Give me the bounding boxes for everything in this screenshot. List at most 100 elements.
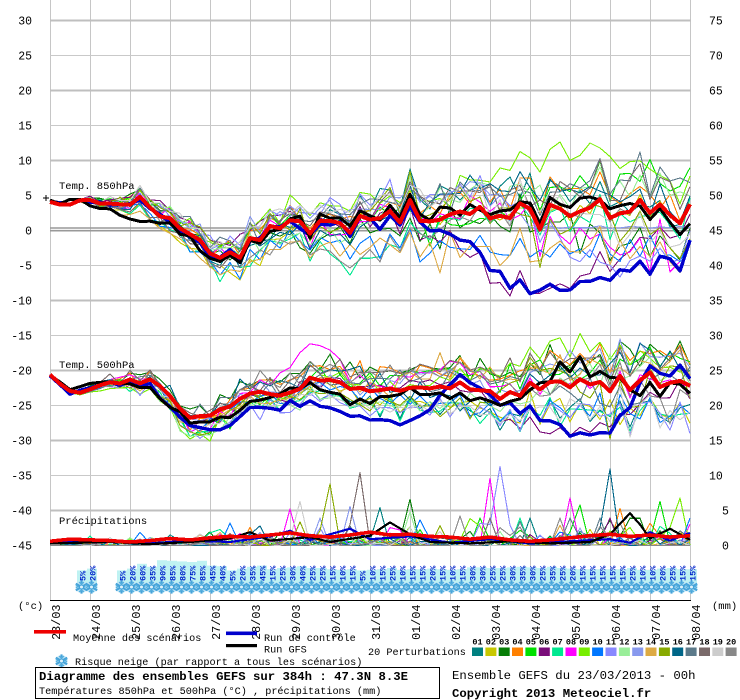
svg-text:35%: 35% (149, 565, 159, 581)
svg-text:20%: 20% (239, 565, 249, 581)
svg-text:25%: 25% (309, 565, 319, 581)
svg-text:15%: 15% (579, 565, 589, 581)
svg-text:20%: 20% (569, 565, 579, 581)
svg-text:15%: 15% (269, 565, 279, 581)
svg-text:25: 25 (709, 366, 723, 379)
svg-text:15%: 15% (439, 565, 449, 581)
svg-text:Diagramme des ensembles GEFS s: Diagramme des ensembles GEFS sur 384h : … (39, 670, 408, 684)
svg-text:80%: 80% (179, 565, 189, 581)
svg-text:15%: 15% (419, 565, 429, 581)
svg-text:25%: 25% (559, 565, 569, 581)
svg-text:07/04: 07/04 (650, 605, 664, 640)
svg-text:40%: 40% (219, 565, 229, 581)
svg-text:-5: -5 (18, 261, 32, 274)
svg-text:28/03: 28/03 (250, 605, 264, 640)
svg-text:5%: 5% (79, 570, 89, 581)
svg-text:40%: 40% (299, 565, 309, 581)
svg-text:25%: 25% (539, 565, 549, 581)
svg-text:0: 0 (722, 541, 729, 554)
svg-text:01/04: 01/04 (410, 605, 424, 640)
svg-text:-35: -35 (11, 471, 32, 484)
svg-text:02: 02 (486, 638, 496, 648)
svg-text:30%: 30% (469, 565, 479, 581)
svg-text:15%: 15% (349, 565, 359, 581)
svg-text:08/04: 08/04 (690, 605, 704, 640)
svg-text:10%: 10% (369, 565, 379, 581)
svg-text:25%: 25% (389, 565, 399, 581)
svg-text:10: 10 (18, 156, 32, 169)
svg-text:Run de contrôle: Run de contrôle (264, 633, 356, 645)
svg-text:02/04: 02/04 (450, 605, 464, 640)
svg-text:23/03: 23/03 (50, 605, 64, 640)
svg-text:-45: -45 (11, 541, 32, 554)
svg-text:15%: 15% (459, 565, 469, 581)
svg-text:10%: 10% (639, 565, 649, 581)
svg-text:5%: 5% (229, 570, 239, 581)
svg-text:20%: 20% (129, 565, 139, 581)
svg-text:(°c): (°c) (18, 601, 43, 613)
svg-text:Temp. 850hPa: Temp. 850hPa (59, 181, 135, 193)
svg-text:0: 0 (25, 226, 32, 239)
svg-text:27/03: 27/03 (210, 605, 224, 640)
svg-text:-15: -15 (11, 331, 32, 344)
svg-text:Run GFS: Run GFS (264, 646, 307, 657)
svg-text:Risque neige (par rapport a to: Risque neige (par rapport a tous les scé… (75, 657, 362, 669)
svg-text:10%: 10% (649, 565, 659, 581)
svg-text:30%: 30% (529, 565, 539, 581)
svg-text:30: 30 (18, 16, 32, 29)
svg-text:05: 05 (526, 638, 536, 648)
svg-text:5: 5 (25, 191, 32, 204)
svg-text:06: 06 (539, 638, 549, 648)
svg-text:5: 5 (722, 506, 729, 519)
svg-text:15%: 15% (679, 565, 689, 581)
svg-text:15%: 15% (409, 565, 419, 581)
svg-text:16: 16 (673, 638, 683, 648)
svg-text:30%: 30% (479, 565, 489, 581)
svg-text:25%: 25% (499, 565, 509, 581)
svg-text:20%: 20% (659, 565, 669, 581)
svg-text:25%: 25% (489, 565, 499, 581)
svg-text:15%: 15% (589, 565, 599, 581)
svg-text:-40: -40 (11, 506, 32, 519)
svg-text:15: 15 (709, 436, 723, 449)
svg-text:85%: 85% (169, 565, 179, 581)
svg-text:(mm): (mm) (712, 601, 737, 613)
svg-text:45%: 45% (259, 565, 269, 581)
svg-text:20%: 20% (89, 565, 99, 581)
svg-text:08: 08 (566, 638, 576, 648)
svg-text:25%: 25% (319, 565, 329, 581)
svg-text:13: 13 (633, 638, 643, 648)
svg-text:31/03: 31/03 (370, 605, 384, 640)
svg-text:90%: 90% (159, 565, 169, 581)
svg-text:15%: 15% (609, 565, 619, 581)
svg-text:-20: -20 (11, 366, 32, 379)
svg-text:11: 11 (606, 638, 616, 648)
svg-text:45: 45 (709, 226, 723, 239)
svg-text:25/03: 25/03 (130, 605, 144, 640)
svg-text:-10: -10 (11, 296, 32, 309)
svg-text:-25: -25 (11, 401, 32, 414)
svg-text:03/04: 03/04 (490, 605, 504, 640)
svg-text:15: 15 (659, 638, 669, 648)
svg-text:35: 35 (709, 296, 723, 309)
svg-text:04/04: 04/04 (530, 605, 544, 640)
svg-text:20: 20 (18, 86, 32, 99)
svg-text:25%: 25% (669, 565, 679, 581)
svg-text:5%: 5% (359, 570, 369, 581)
svg-text:07: 07 (552, 638, 562, 648)
svg-text:25%: 25% (629, 565, 639, 581)
svg-text:15%: 15% (599, 565, 609, 581)
svg-text:26/03: 26/03 (170, 605, 184, 640)
svg-text:04: 04 (512, 638, 522, 648)
svg-text:50: 50 (709, 191, 723, 204)
svg-text:75: 75 (709, 16, 723, 29)
svg-text:10: 10 (592, 638, 602, 648)
svg-text:55: 55 (709, 156, 723, 169)
svg-text:45%: 45% (209, 565, 219, 581)
svg-text:20: 20 (726, 638, 736, 648)
svg-text:Ensemble GEFS du 23/03/2013 -: Ensemble GEFS du 23/03/2013 - 00h (452, 669, 696, 683)
svg-text:29/03: 29/03 (290, 605, 304, 640)
svg-text:15%: 15% (689, 565, 699, 581)
svg-text:18: 18 (699, 638, 709, 648)
svg-text:12: 12 (619, 638, 629, 648)
